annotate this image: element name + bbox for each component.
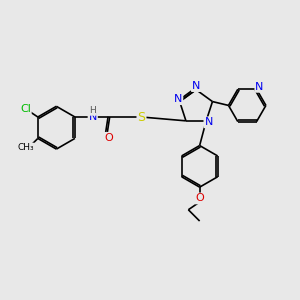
Text: CH₃: CH₃ xyxy=(18,143,34,152)
Text: N: N xyxy=(88,112,97,122)
Text: N: N xyxy=(204,117,213,127)
Text: H: H xyxy=(89,106,96,115)
Text: N: N xyxy=(174,94,182,104)
Text: O: O xyxy=(104,133,113,143)
Text: Cl: Cl xyxy=(20,104,31,114)
Text: N: N xyxy=(255,82,264,92)
Text: S: S xyxy=(137,110,146,124)
Text: N: N xyxy=(192,81,200,91)
Text: O: O xyxy=(195,194,204,203)
